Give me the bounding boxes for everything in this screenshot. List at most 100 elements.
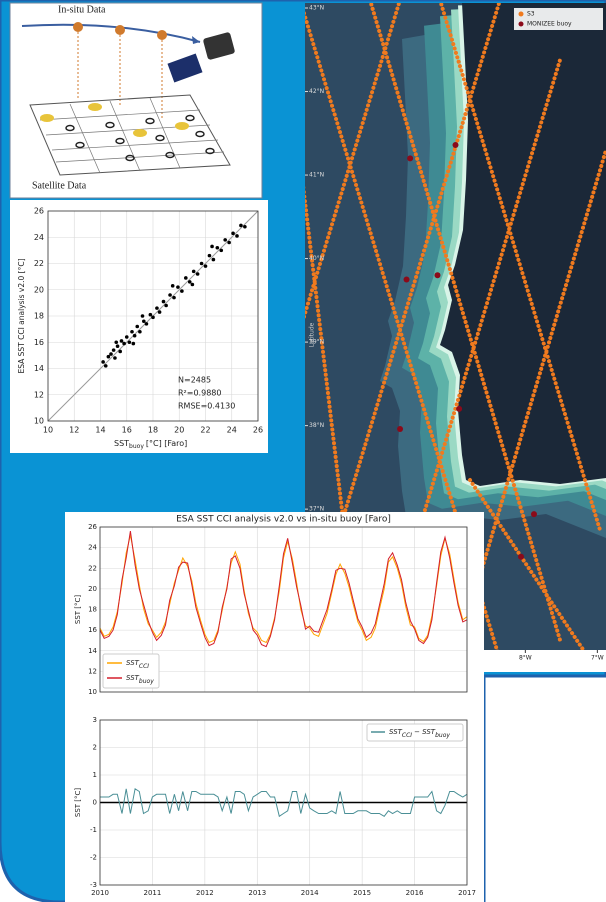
point <box>170 284 175 288</box>
point <box>195 272 200 276</box>
point <box>118 349 122 354</box>
x-tick-label: 8°W <box>519 655 532 662</box>
x-axis-label: SSTbuoy [°C] [Faro] <box>114 439 187 451</box>
x-tick-label: 26 <box>253 426 263 435</box>
buoy <box>403 276 410 283</box>
y-tick-label: 20 <box>34 285 44 294</box>
point <box>176 285 180 289</box>
x-tick-label: 2017 <box>458 889 476 897</box>
point <box>144 322 149 326</box>
point <box>210 244 214 249</box>
y-tick-label: 26 <box>34 207 44 216</box>
y-tick-label: 3 <box>93 716 97 724</box>
y-tick-label: 18 <box>34 312 44 321</box>
y-tick-label: 24 <box>34 233 44 242</box>
point <box>190 282 195 287</box>
legend-box <box>366 723 464 742</box>
legend-label-part: SST <box>126 674 140 682</box>
y-tick-label: 1 <box>93 771 97 779</box>
plot-frame <box>99 526 468 693</box>
legend-label: SSTbuoy <box>126 674 154 685</box>
point <box>135 324 140 329</box>
diagram-label: In-situ Data <box>58 4 106 15</box>
annotation: R²=0.9880 <box>178 389 221 398</box>
x-tick-label: 24 <box>227 426 237 435</box>
point <box>243 224 247 229</box>
point <box>157 310 162 314</box>
y-tick-label: -1 <box>90 826 97 834</box>
y-tick-label: 12 <box>34 390 44 399</box>
buoy <box>397 425 404 432</box>
x-tick-label: 2015 <box>353 889 371 897</box>
legend-label: MONIZEE buoy <box>527 21 572 28</box>
s3-track <box>438 3 602 532</box>
buoy <box>452 141 459 148</box>
point <box>124 335 129 339</box>
buoy <box>407 155 414 162</box>
point <box>109 352 113 356</box>
y-tick-label: 14 <box>34 364 44 373</box>
y-tick-label: 43°N <box>309 5 324 12</box>
buoy <box>530 511 537 518</box>
x-tick-label: 2010 <box>91 889 109 897</box>
buoy <box>434 272 441 279</box>
series-line <box>100 787 468 818</box>
x-axis-label-part: SST <box>114 439 129 448</box>
y-tick-label: 18 <box>88 606 97 614</box>
x-tick-label: 7°W <box>591 655 604 662</box>
point <box>142 319 146 324</box>
y-tick-label: 22 <box>88 564 97 572</box>
point <box>111 348 116 352</box>
legend-label-part: CCI <box>402 732 412 739</box>
y-tick-label: 42°N <box>309 88 324 95</box>
y-axis-label: SST [°C] <box>74 788 82 818</box>
x-tick-label: 2016 <box>406 889 424 897</box>
x-axis-label-part: buoy <box>129 443 144 450</box>
point <box>127 340 132 345</box>
point <box>199 261 204 266</box>
point <box>161 299 166 304</box>
point <box>203 264 208 268</box>
scatter-panel: 10 12 14 16 18 20 22 24 26 10 12 14 16 18 20 22 24 26 N=24… <box>10 200 268 453</box>
point <box>119 339 124 343</box>
x-tick-label: 20 <box>174 426 184 435</box>
x-tick-label: 14 <box>95 426 105 435</box>
legend-label: S3 <box>527 11 535 18</box>
s3-track <box>468 478 586 650</box>
y-tick-label: 24 <box>88 544 97 552</box>
annotation: RMSE=0.4130 <box>178 402 235 411</box>
legend-swatch <box>518 21 524 27</box>
y-axis-label: SST [°C] <box>74 595 82 625</box>
diagram-panel: In-situ Data Satellite Data <box>9 2 263 199</box>
point <box>227 240 231 245</box>
y-tick-label: 10 <box>34 417 44 426</box>
y-tick-label: 0 <box>93 799 97 807</box>
point <box>235 234 239 238</box>
x-tick-label: 2014 <box>301 889 319 897</box>
y-tick-label: 10 <box>88 688 97 696</box>
point <box>101 360 105 364</box>
point <box>184 276 188 280</box>
point <box>122 341 126 346</box>
y-tick-label: 12 <box>88 667 97 675</box>
legend-box <box>514 8 603 30</box>
annotation: N=2485 <box>178 376 211 385</box>
y-tick-label: 16 <box>34 338 44 347</box>
point <box>155 306 159 310</box>
x-tick-label: 10 <box>43 426 53 435</box>
legend-label-part: SST <box>126 659 140 667</box>
point <box>231 231 235 236</box>
point <box>115 344 120 348</box>
point <box>172 295 176 300</box>
plot-frame <box>47 210 259 422</box>
y-tick-label: -3 <box>90 881 97 889</box>
diagram-label: Satellite Data <box>32 180 87 191</box>
legend-label-part: SST <box>389 728 403 736</box>
y-tick-label: 26 <box>88 523 97 531</box>
plot-frame <box>99 719 468 886</box>
y-tick-label: 40°N <box>309 255 324 262</box>
point <box>131 341 136 346</box>
point <box>180 289 184 293</box>
legend-label-part: CCI <box>139 663 149 670</box>
